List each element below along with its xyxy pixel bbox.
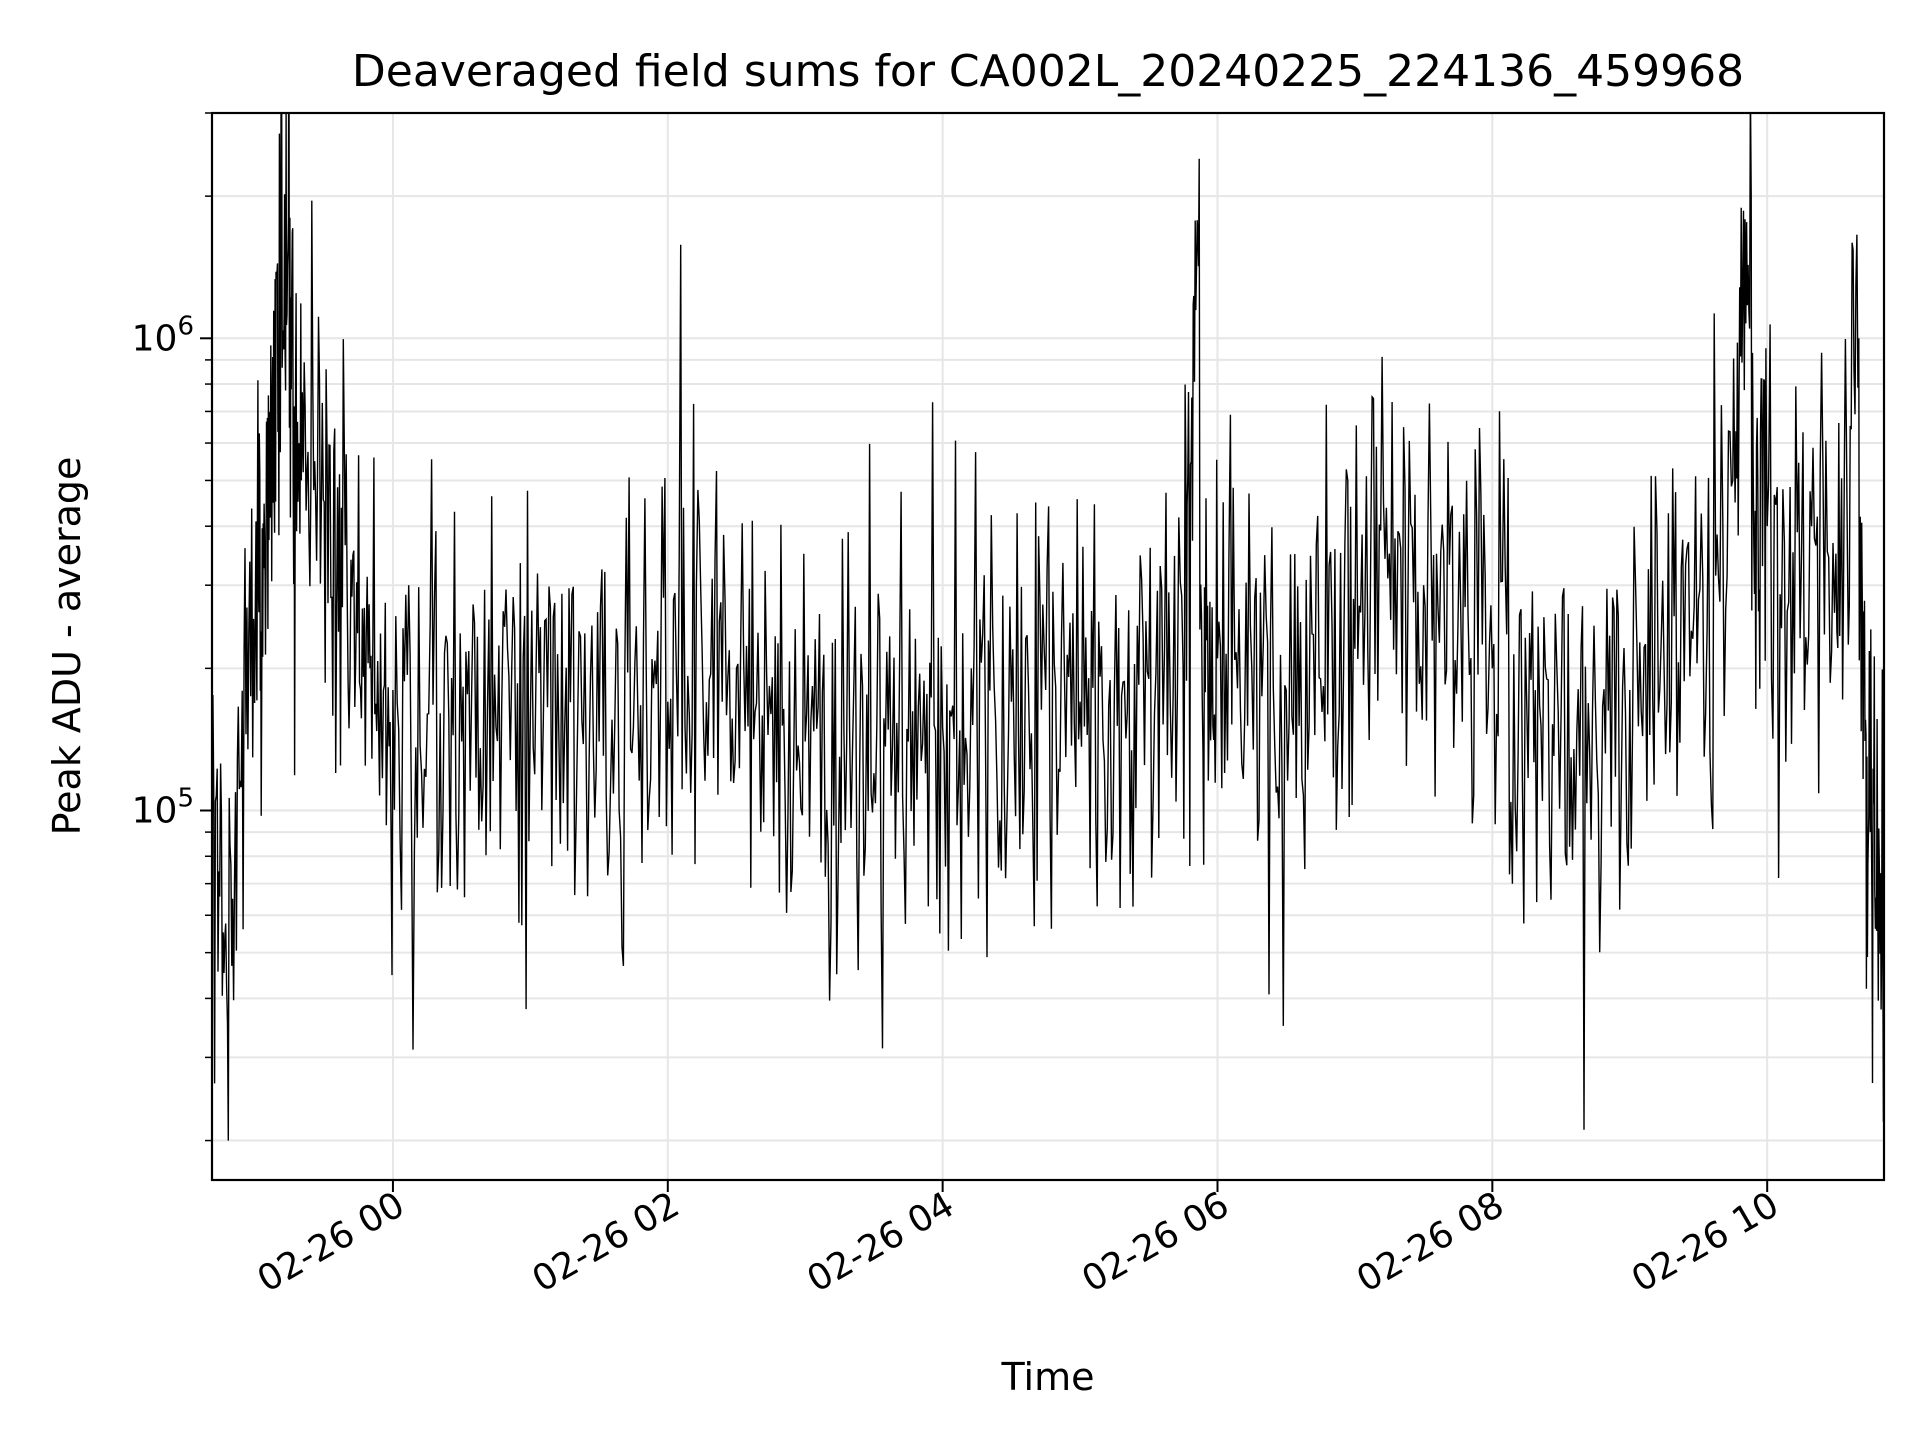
- series-path: [212, 113, 1884, 1141]
- y-tick-label: 105: [132, 783, 194, 831]
- plot-frame: [210, 111, 1886, 1182]
- y-axis: 105 106: [132, 112, 212, 1142]
- series-line: [212, 113, 1884, 1141]
- y-axis-label: Peak ADU - average: [45, 457, 89, 836]
- x-axis-label: Time: [1001, 1355, 1095, 1399]
- y-tick-label: 106: [132, 311, 194, 359]
- chart-title: Deaveraged field sums for CA002L_2024022…: [352, 46, 1744, 97]
